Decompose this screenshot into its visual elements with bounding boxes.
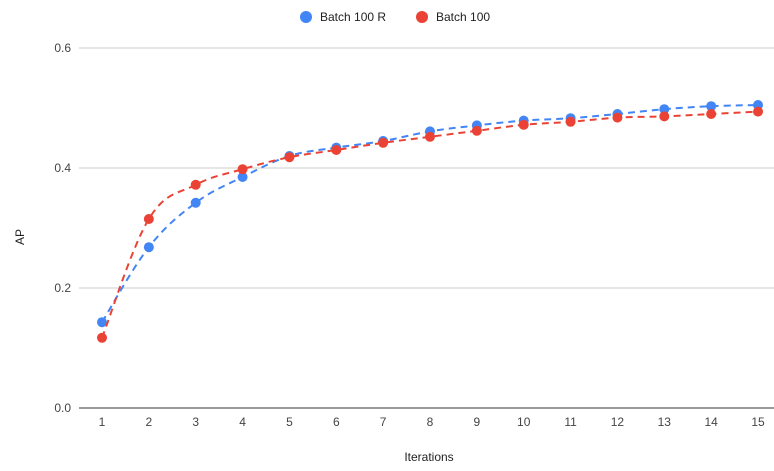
series-1 [97,106,763,343]
data-point [659,111,670,122]
x-tick-label: 12 [611,415,625,429]
axis-layer: 0.00.20.40.61 2 3 4 5 6 7 8 9 10 11 12 13 14 15 [54,41,765,429]
data-point [659,104,670,115]
y-tick-label: 0.2 [54,281,71,295]
data-point [143,214,154,224]
x-tick-label: 3 [192,415,199,429]
x-tick-label: 11 [564,415,577,429]
x-tick-label: 2 [146,415,153,429]
data-point [331,145,342,155]
data-point [284,152,295,163]
y-tick-label: 0.6 [54,41,71,55]
x-tick-label: 5 [286,415,293,429]
data-point [518,119,529,130]
x-tick-label: 10 [517,415,531,429]
x-tick-label: 7 [380,415,387,429]
data-point [612,112,623,123]
data-point [706,109,717,119]
data-point [143,242,154,253]
legend-marker [300,11,312,23]
x-tick-label: 8 [427,415,434,429]
y-axis-title: AP [13,229,27,245]
legend-marker [416,11,428,23]
y-tick-label: 0.4 [54,161,71,175]
data-point [425,131,435,142]
trendline-1 [101,110,759,339]
legend: Batch 100 R Batch 100 [300,10,490,24]
data-point [753,106,763,117]
data-point [471,125,482,136]
x-tick-label: 9 [474,415,481,429]
legend-label: Batch 100 [436,10,490,24]
grid-layer [79,47,774,409]
y-tick-label: 0.0 [54,401,71,415]
data-point [97,332,107,343]
x-tick-label: 15 [751,415,765,429]
x-tick-label: 1 [99,415,106,429]
data-point [565,116,576,127]
data-point [378,137,389,148]
series-layer [97,100,763,343]
data-point [237,164,248,175]
data-point [237,172,248,182]
data-point [97,317,107,328]
x-axis-title: Iterations [404,450,453,464]
x-tick-label: 6 [333,415,340,429]
x-tick-label: 13 [658,415,672,429]
data-point [706,101,717,112]
legend-label: Batch 100 R [320,10,386,24]
data-point [190,179,201,190]
x-tick-label: 14 [704,415,718,429]
data-point [190,197,201,208]
x-tick-label: 4 [239,415,246,429]
